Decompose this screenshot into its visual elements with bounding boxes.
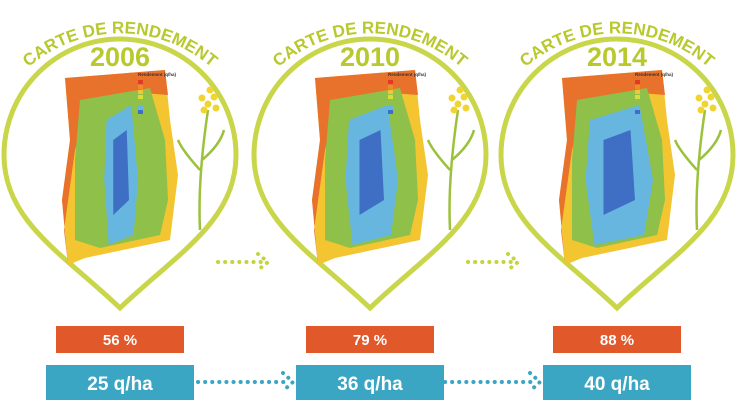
legend-swatch [388,85,393,89]
yield-map [312,70,428,265]
yield-box [46,365,194,400]
flower-bud [454,100,462,108]
yield-label: 25 q/ha [87,374,153,395]
legend-title: Rendement (q/ha) [138,72,177,77]
flower-bud [462,104,470,112]
stem [673,109,723,231]
flower-bud [456,86,464,94]
flower-bud [701,100,709,108]
rapeseed-flower [426,86,476,231]
legend-swatch [388,95,393,99]
rapeseed-flower [176,86,226,231]
legend-swatch [138,90,143,94]
flower-bud [697,106,705,114]
panel: Rendement (q/ha)CARTE DE RENDEMENT201079… [251,16,489,400]
blue-arrow-head [281,371,296,393]
percent-box [306,326,434,353]
panel-year: 2006 [90,42,150,72]
percent-box [553,326,681,353]
map-orange [559,70,665,265]
panel-year: 2010 [340,42,400,72]
legend-swatch [635,105,640,109]
legend-swatch [388,110,393,114]
flower-bud [198,94,206,102]
yield-label: 36 q/ha [337,374,403,395]
legend-swatch [635,100,640,104]
legend-swatch [388,90,393,94]
legend-swatch [138,80,143,84]
panel-year: 2014 [587,42,647,72]
map-deep-blue [113,130,129,215]
legend-swatch [635,90,640,94]
legend-swatch [635,110,640,114]
map-orange [62,70,168,265]
flower-bud [204,100,212,108]
blue-arrow-head [528,371,543,393]
yield-box [543,365,691,400]
flower-bud [200,106,208,114]
flower-bud [450,106,458,114]
percent-label: 56 % [103,332,137,349]
flower-bud [703,86,711,94]
stem [426,109,476,231]
panel: Rendement (q/ha)CARTE DE RENDEMENT200656… [1,16,239,400]
legend-swatch [388,105,393,109]
flower-bud [210,93,218,101]
rapeseed-flower [673,86,723,231]
legend-swatch [138,105,143,109]
flower-bud [212,104,220,112]
map-orange [312,70,418,265]
flower-bud [460,93,468,101]
legend-title: Rendement (q/ha) [635,72,674,77]
yield-map [62,70,178,265]
legend-swatch [138,100,143,104]
legend-swatch [388,80,393,84]
legend-swatch [138,110,143,114]
arrows [196,252,543,393]
green-arrow-head [256,252,272,272]
flower-bud [709,104,717,112]
percent-box [56,326,184,353]
yield-map [559,70,675,265]
percent-label: 88 % [600,332,634,349]
flower-bud [707,93,715,101]
yield-box [296,365,444,400]
yield-label: 40 q/ha [584,374,650,395]
panel: Rendement (q/ha)CARTE DE RENDEMENT201488… [498,16,736,400]
legend-swatch [388,100,393,104]
stem [176,109,226,231]
legend-swatch [635,95,640,99]
legend-title: Rendement (q/ha) [388,72,427,77]
map-deep-blue [603,130,635,215]
flower-bud [695,94,703,102]
legend-swatch [635,85,640,89]
map-deep-blue [359,130,384,215]
flower-bud [206,86,214,94]
legend-swatch [138,95,143,99]
green-arrow-head [506,252,522,272]
legend-swatch [635,80,640,84]
percent-label: 79 % [353,332,387,349]
flower-bud [448,94,456,102]
legend-swatch [138,85,143,89]
